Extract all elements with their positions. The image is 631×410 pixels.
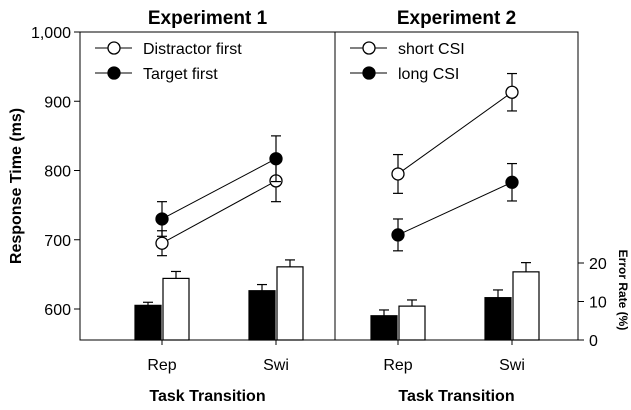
legend-label: long CSI [398, 66, 459, 83]
y-tick-label: 1,000 [31, 25, 71, 42]
error-bar-filled [134, 304, 162, 341]
series-line-open [397, 91, 513, 175]
x-axis-label: Task Transition [149, 388, 265, 405]
y2-axis-label: Error Rate (%) [616, 250, 630, 331]
x-axis-label: Task Transition [398, 388, 514, 405]
y-tick-label: 800 [44, 164, 71, 181]
data-point-filled [391, 228, 405, 242]
legend-label: short CSI [398, 41, 465, 58]
data-point-open [155, 236, 169, 250]
y-tick-label: 900 [44, 94, 71, 111]
y-tick-label: 600 [44, 302, 71, 319]
y2-tick-label: 20 [589, 256, 607, 273]
y-axis-label: Response Time (ms) [8, 108, 25, 264]
error-bar-filled [370, 315, 398, 341]
y2-tick-label: 10 [589, 295, 607, 312]
chart-title: Experiment 1 [148, 8, 268, 29]
data-point-filled [505, 175, 519, 189]
legend-label: Target first [143, 66, 218, 83]
series-line-open [161, 180, 277, 244]
y2-tick-label: 0 [589, 333, 598, 350]
legend-marker-filled [362, 66, 376, 80]
error-bar-open [398, 305, 426, 341]
y-tick-label: 700 [44, 233, 71, 250]
legend-label: Distractor first [143, 41, 242, 58]
data-point-open [505, 85, 519, 99]
legend-marker-filled [107, 66, 121, 80]
x-tick-label: Rep [383, 357, 412, 374]
panel-frame [334, 31, 579, 341]
data-point-open [391, 167, 405, 181]
data-point-filled [269, 152, 283, 166]
x-tick-label: Swi [263, 357, 289, 374]
legend-marker-open [362, 41, 376, 55]
x-tick-label: Rep [147, 357, 176, 374]
series-line-filled [397, 181, 513, 236]
series-line-filled [161, 158, 277, 220]
x-tick-label: Swi [499, 357, 525, 374]
error-bar-open [162, 277, 190, 341]
y-axis-right: 0 10 20 Error Rate (%) [578, 250, 630, 350]
chart-title: Experiment 2 [397, 8, 516, 29]
y-axis-left: 600 700 800 900 1,000 Response Time (ms) [8, 25, 80, 319]
error-bar-open [276, 266, 304, 341]
data-point-filled [155, 212, 169, 226]
error-bar-filled [248, 290, 276, 341]
legend-marker-open [107, 41, 121, 55]
error-bar-filled [484, 297, 512, 341]
panel-experiment-1: Experiment 1 Rep Swi Task Transition Distrac… [79, 8, 336, 405]
panel-experiment-2: Experiment 2 Rep Swi Task Transition short C… [334, 8, 579, 405]
error-bar-open [512, 271, 540, 341]
